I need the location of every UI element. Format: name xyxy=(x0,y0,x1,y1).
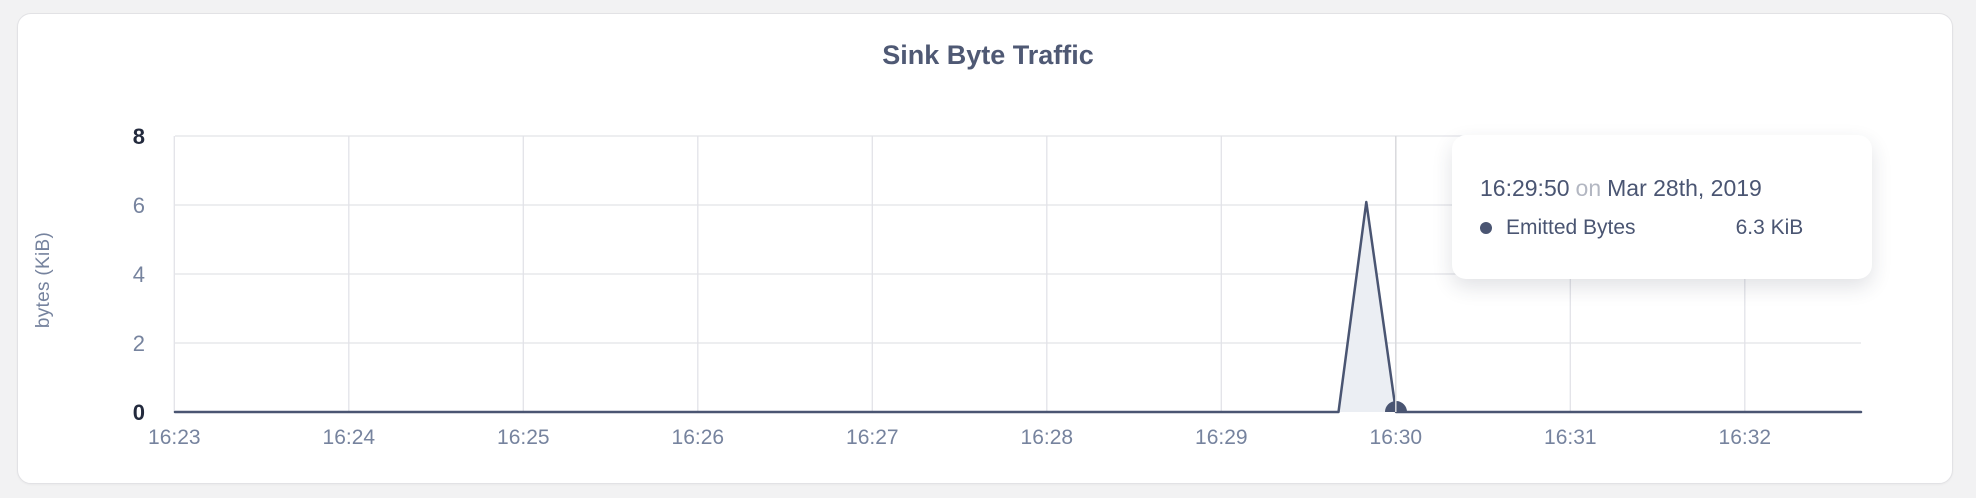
svg-text:16:30: 16:30 xyxy=(1370,426,1423,449)
svg-text:16:31: 16:31 xyxy=(1544,426,1597,449)
svg-text:16:27: 16:27 xyxy=(846,426,899,449)
svg-text:4: 4 xyxy=(133,262,145,287)
svg-text:16:28: 16:28 xyxy=(1021,426,1074,449)
svg-text:16:32: 16:32 xyxy=(1719,426,1772,449)
svg-text:6: 6 xyxy=(133,193,145,218)
svg-text:16:23: 16:23 xyxy=(148,426,201,449)
svg-text:16:29: 16:29 xyxy=(1195,426,1248,449)
svg-text:2: 2 xyxy=(133,331,145,356)
svg-text:16:24: 16:24 xyxy=(323,426,376,449)
svg-text:16:25: 16:25 xyxy=(497,426,550,449)
svg-text:0: 0 xyxy=(133,400,145,425)
svg-text:16:26: 16:26 xyxy=(672,426,725,449)
svg-text:8: 8 xyxy=(133,124,145,149)
